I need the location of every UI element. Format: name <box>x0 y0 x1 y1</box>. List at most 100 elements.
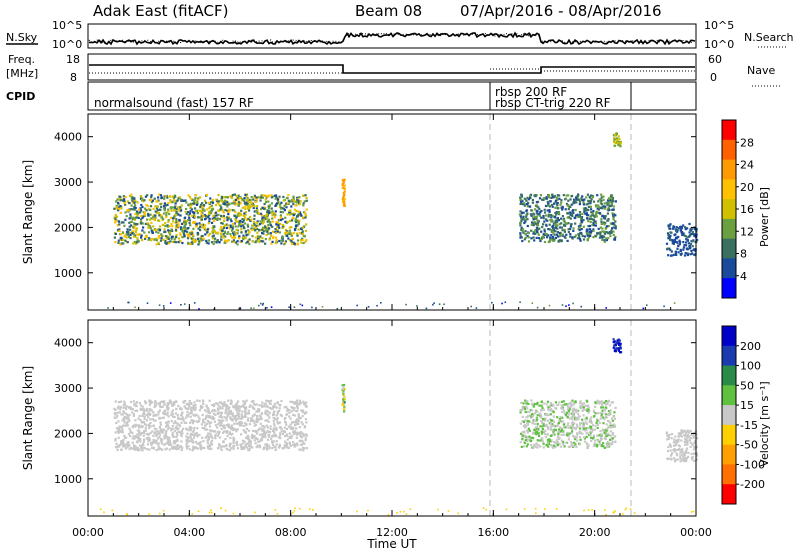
scatter-cell <box>534 229 537 232</box>
scatter-cell <box>557 434 560 437</box>
scatter-cell <box>521 408 524 411</box>
scatter-cell <box>586 237 589 240</box>
near-range-echo <box>624 508 627 511</box>
scatter-cell <box>563 228 566 231</box>
scatter-cell <box>220 423 223 426</box>
scatter-cell <box>519 232 522 235</box>
scatter-cell <box>271 213 274 217</box>
scatter-cell <box>260 214 263 217</box>
scatter-cell <box>303 447 306 450</box>
scatter-cell <box>270 194 273 197</box>
power-background <box>88 114 696 310</box>
scatter-cell <box>171 427 174 430</box>
scatter-cell <box>246 435 249 438</box>
scatter-cell <box>252 399 255 403</box>
scatter-cell <box>541 225 544 229</box>
scatter-cell <box>540 237 543 240</box>
scatter-cell <box>153 218 156 221</box>
scatter-cell <box>610 231 613 234</box>
scatter-cell <box>680 435 683 438</box>
scatter-cell <box>548 404 551 407</box>
scatter-cell <box>301 216 305 219</box>
scatter-cell <box>147 439 150 442</box>
scatter-cell <box>234 408 237 411</box>
scatter-cell <box>163 195 166 198</box>
scatter-cell <box>139 407 142 410</box>
scatter-cell <box>117 405 120 408</box>
scatter-cell <box>158 409 161 412</box>
scatter-cell <box>573 441 576 444</box>
scatter-cell <box>530 229 533 232</box>
scatter-cell <box>275 443 278 446</box>
scatter-cell <box>549 238 552 241</box>
scatter-cell <box>296 196 299 199</box>
scatter-cell <box>140 218 143 221</box>
scatter-cell <box>264 217 267 221</box>
scatter-cell <box>129 215 132 218</box>
scatter-cell <box>682 233 685 236</box>
scatter-cell <box>155 239 158 242</box>
scatter-cell <box>679 226 682 229</box>
scatter-cell <box>606 232 610 235</box>
scatter-cell <box>295 436 298 439</box>
scatter-cell <box>304 214 307 218</box>
scatter-cell <box>561 410 564 414</box>
scatter-cell <box>608 445 611 448</box>
scatter-cell <box>278 231 281 234</box>
scatter-cell <box>159 225 162 228</box>
scatter-cell <box>530 439 533 442</box>
scatter-cell <box>549 434 552 437</box>
scatter-cell <box>211 418 214 421</box>
scatter-cell <box>607 218 610 221</box>
scatter-cell <box>605 434 608 437</box>
scatter-cell <box>587 208 590 211</box>
scatter-cell <box>161 448 164 451</box>
scatter-cell <box>194 196 197 200</box>
scatter-cell <box>553 238 556 241</box>
scatter-cell <box>186 441 189 444</box>
scatter-cell <box>695 233 698 236</box>
scatter-cell <box>142 431 146 435</box>
scatter-cell <box>571 430 574 433</box>
scatter-cell <box>669 227 672 230</box>
scatter-cell <box>550 214 553 217</box>
scatter-cell <box>120 207 123 210</box>
scatter-cell <box>148 224 151 228</box>
scatter-cell <box>203 199 207 202</box>
scatter-cell <box>190 427 193 430</box>
scatter-cell <box>290 426 293 429</box>
scatter-cell <box>125 407 128 411</box>
scatter-cell <box>118 195 121 198</box>
scatter-cell <box>269 221 272 224</box>
scatter-cell <box>208 435 211 438</box>
scatter-cell <box>558 437 561 440</box>
scatter-cell <box>256 220 259 223</box>
scatter-cell <box>519 224 522 227</box>
scatter-cell <box>154 419 157 422</box>
scatter-cell <box>297 422 300 425</box>
scatter-cell <box>295 419 298 422</box>
scatter-cell <box>576 213 579 216</box>
scatter-cell <box>596 418 599 421</box>
near-range-echo <box>642 307 645 310</box>
scatter-cell <box>556 207 559 210</box>
scatter-cell <box>118 445 121 448</box>
scatter-cell <box>557 240 560 243</box>
scatter-cell <box>528 435 531 438</box>
scatter-cell <box>535 419 538 423</box>
scatter-cell <box>245 234 248 237</box>
colorbar-swatch <box>722 139 736 161</box>
scatter-cell <box>204 214 207 218</box>
scatter-cell <box>114 431 117 434</box>
scatter-cell <box>153 405 156 408</box>
scatter-cell <box>145 203 148 207</box>
scatter-cell <box>581 404 584 407</box>
scatter-cell <box>181 241 184 245</box>
scatter-cell <box>243 402 246 405</box>
scatter-cell <box>134 445 137 448</box>
scatter-cell <box>168 212 171 216</box>
scatter-cell <box>131 218 134 221</box>
scatter-cell <box>260 417 263 421</box>
scatter-cell <box>141 197 144 200</box>
scatter-cell <box>182 419 185 422</box>
